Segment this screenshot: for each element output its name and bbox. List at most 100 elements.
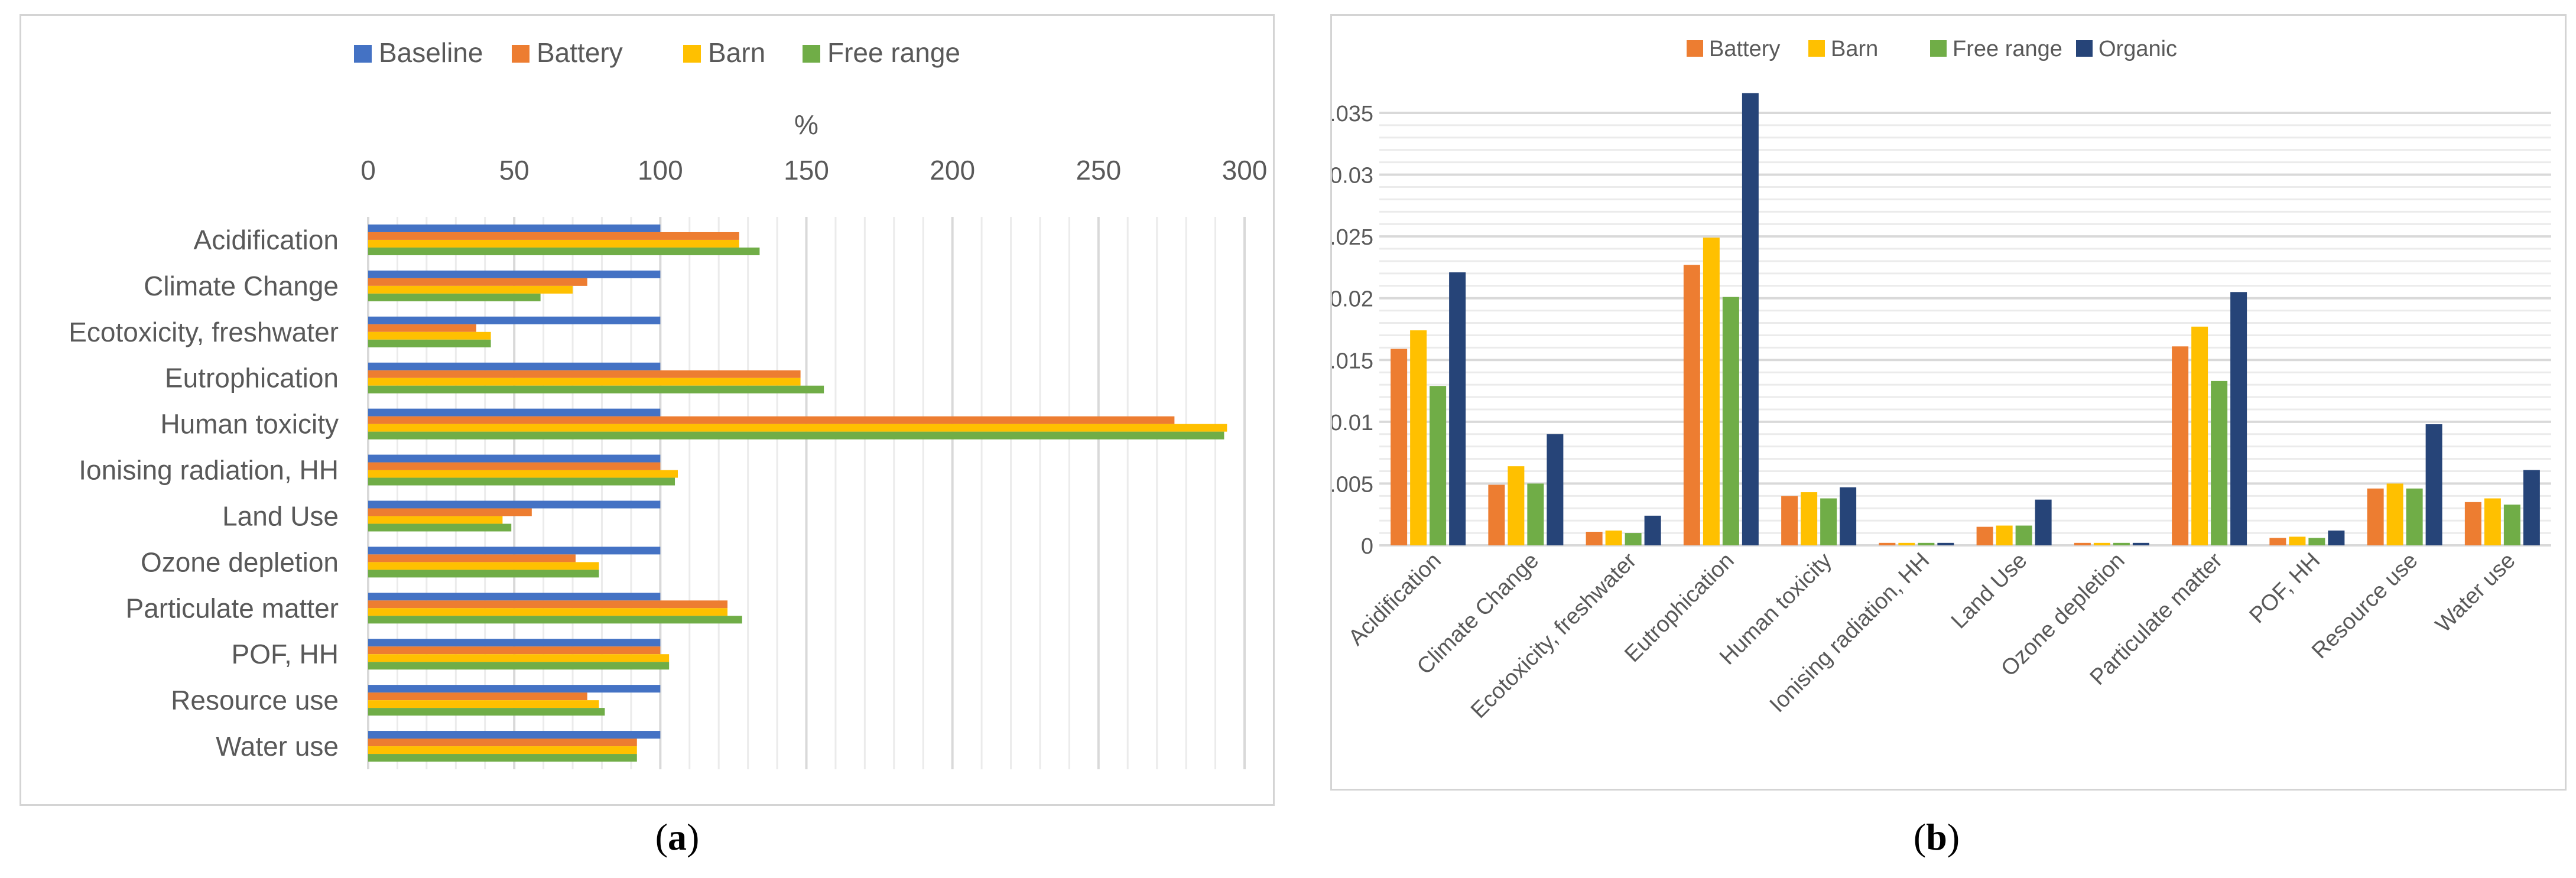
bar-organic-eutrophication	[1742, 93, 1759, 546]
bar-barn-pof-hh	[2289, 536, 2306, 545]
bar-barn-particulate-matter	[368, 608, 728, 616]
bar-battery-climate-change	[1488, 484, 1505, 545]
legend-swatch-battery	[512, 45, 530, 63]
bar-battery-water-use	[368, 739, 637, 747]
bar-battery-human-toxicity	[368, 416, 1175, 424]
bar-battery-land-use	[368, 508, 532, 516]
y-tick-label: Ozone depletion	[141, 547, 339, 577]
bar-organic-resource-use	[2425, 424, 2442, 545]
y-tick-label: Ionising radiation, HH	[79, 455, 339, 486]
bar-free-range-climate-change	[368, 293, 541, 301]
legend-label-battery: Battery	[537, 37, 623, 68]
x-tick-label: 250	[1076, 155, 1121, 186]
bar-battery-ecotoxicity-freshwater	[368, 324, 476, 332]
bar-free-range-water-use	[368, 754, 637, 762]
bar-baseline-eutrophication	[368, 362, 661, 370]
y-tick-label: 0.005	[1332, 472, 1373, 497]
bar-barn-pof-hh	[368, 654, 670, 662]
bar-barn-acidification	[368, 239, 739, 248]
x-axis-label: %	[794, 109, 818, 140]
bar-free-range-resource-use	[368, 708, 605, 716]
bar-organic-ozone-depletion	[2132, 542, 2149, 545]
caption-b: (b)	[1848, 815, 2025, 859]
x-tick-label: 100	[638, 155, 683, 186]
bar-organic-climate-change	[1547, 434, 1564, 545]
bar-free-range-human-toxicity	[368, 431, 1224, 440]
bar-baseline-ecotoxicity-freshwater	[368, 316, 661, 324]
y-tick-label: Human toxicity	[160, 409, 339, 440]
bar-free-range-ecotoxicity-freshwater	[368, 339, 491, 347]
bar-baseline-acidification	[368, 224, 661, 232]
bar-organic-ecotoxicity-freshwater	[1644, 515, 1661, 545]
x-tick-label: Ionising radiation, HH	[1765, 548, 1935, 718]
bar-organic-pof-hh	[2328, 530, 2345, 545]
x-tick-label: Acidification	[1344, 548, 1446, 651]
bar-free-range-pof-hh	[2308, 538, 2325, 545]
bar-battery-ionising-radiation-hh	[368, 462, 661, 470]
y-tick-label: POF, HH	[232, 639, 339, 669]
bar-free-range-acidification	[368, 247, 760, 255]
bar-baseline-climate-change	[368, 270, 661, 278]
y-tick-label: Acidification	[194, 225, 339, 255]
bar-baseline-pof-hh	[368, 639, 661, 647]
bar-battery-ozone-depletion	[2074, 542, 2091, 545]
bar-free-range-acidification	[1430, 386, 1447, 545]
caption-b-letter: b	[1926, 816, 1947, 858]
bar-barn-climate-change	[1508, 466, 1525, 545]
y-tick-label: 0.03	[1332, 164, 1373, 188]
bar-battery-resource-use	[2367, 488, 2384, 545]
x-tick-label: Land Use	[1947, 548, 2032, 634]
legend-swatch-organic	[2076, 40, 2093, 57]
legend-swatch-barn	[683, 45, 701, 63]
bar-organic-acidification	[1449, 272, 1466, 545]
bar-barn-eutrophication	[1703, 238, 1720, 546]
legend-swatch-free-range	[1930, 40, 1947, 57]
legend-label-battery: Battery	[1709, 37, 1780, 61]
caption-b-close: )	[1947, 816, 1960, 858]
bar-battery-eutrophication	[368, 370, 801, 378]
y-tick-label: Eutrophication	[165, 363, 339, 394]
bar-baseline-ozone-depletion	[368, 547, 661, 555]
chart-b-frame: 0 0.005 0.01 0.015 0.02 0.025 0.03 0.035 Acidifi…	[1330, 14, 2567, 791]
bar-barn-acidification	[1410, 330, 1427, 545]
bar-free-range-land-use	[2015, 525, 2032, 545]
bar-barn-climate-change	[368, 285, 573, 294]
bar-baseline-particulate-matter	[368, 593, 661, 601]
y-tick-label: Ecotoxicity, freshwater	[69, 317, 339, 347]
bar-battery-water-use	[2464, 502, 2481, 545]
y-tick-label: Resource use	[171, 685, 339, 716]
bar-barn-ozone-depletion	[368, 562, 599, 570]
x-tick-label: POF, HH	[2245, 548, 2325, 629]
x-tick-label: 200	[930, 155, 975, 186]
bar-battery-pof-hh	[368, 646, 661, 655]
bar-free-range-particulate-matter	[2211, 381, 2228, 545]
bar-battery-ionising-radiation-hh	[1879, 542, 1896, 545]
bar-barn-ionising-radiation-hh	[368, 470, 678, 478]
y-tick-label: 0.01	[1332, 411, 1373, 435]
x-tick-label: Water use	[2431, 548, 2520, 638]
bar-barn-ecotoxicity-freshwater	[1605, 530, 1622, 545]
bar-organic-ionising-radiation-hh	[1937, 542, 1954, 545]
bar-free-range-pof-hh	[368, 662, 670, 670]
bar-free-range-ozone-depletion	[368, 570, 599, 578]
legend-swatch-baseline	[354, 45, 372, 63]
y-tick-label: Particulate matter	[126, 593, 339, 623]
bar-free-range-ionising-radiation-hh	[368, 477, 675, 486]
chart-b: 0 0.005 0.01 0.015 0.02 0.025 0.03 0.035 Acidifi…	[1332, 37, 2551, 723]
bar-baseline-land-use	[368, 500, 661, 509]
bar-free-range-ozone-depletion	[2113, 542, 2130, 545]
bar-barn-water-use	[368, 746, 637, 755]
legend-swatch-battery	[1687, 40, 1703, 57]
y-tick-label: 0.025	[1332, 225, 1373, 250]
bar-barn-ozone-depletion	[2093, 542, 2110, 545]
legend-label-barn: Barn	[1831, 37, 1878, 61]
bar-barn-particulate-matter	[2191, 326, 2208, 545]
legend-swatch-barn	[1808, 40, 1825, 57]
legend-label-organic: Organic	[2099, 37, 2177, 61]
bar-battery-resource-use	[368, 692, 587, 701]
bar-barn-ecotoxicity-freshwater	[368, 331, 491, 340]
y-tick-label: 0	[1361, 534, 1373, 559]
bar-free-range-ecotoxicity-freshwater	[1625, 533, 1642, 545]
bar-free-range-resource-use	[2406, 488, 2423, 545]
bar-free-range-eutrophication	[368, 385, 824, 394]
